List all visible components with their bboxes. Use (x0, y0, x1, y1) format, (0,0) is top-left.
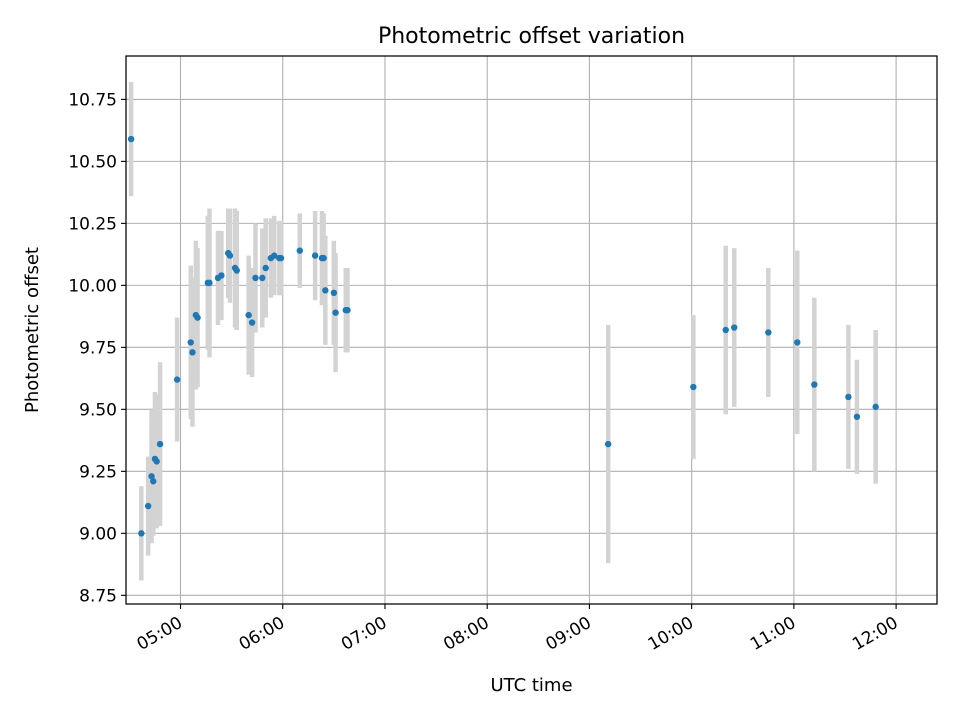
data-point (144, 502, 152, 510)
data-points (127, 135, 879, 537)
data-point (127, 135, 135, 143)
data-point (765, 329, 772, 336)
data-point (194, 314, 201, 321)
y-tick-label: 9.25 (79, 462, 117, 482)
data-point (332, 309, 339, 316)
x-axis-label: UTC time (490, 675, 572, 696)
y-tick-label: 10.25 (68, 214, 117, 234)
data-point (271, 252, 278, 259)
data-point (252, 274, 259, 282)
data-point (330, 289, 338, 297)
data-point (148, 473, 155, 480)
grid-lines (126, 56, 937, 604)
plot-frame (125, 55, 938, 605)
data-point (138, 530, 145, 537)
data-point (259, 274, 266, 282)
data-point (311, 252, 319, 259)
data-point (248, 319, 256, 326)
data-point (206, 279, 213, 287)
y-tick-label: 9.50 (79, 400, 117, 420)
data-point (189, 349, 196, 356)
data-point (153, 458, 160, 465)
data-point (296, 247, 303, 254)
chart-title: Photometric offset variation (378, 24, 685, 49)
data-point (226, 252, 234, 259)
data-point (811, 381, 818, 388)
data-point (245, 311, 252, 319)
data-point (150, 478, 157, 485)
y-axis-ticks: 8.75 9.00 9.25 9.50 9.75 10.00 10.25 10.50 10.75 (68, 90, 126, 606)
y-axis-label: Photometric offset (22, 247, 43, 413)
data-point (277, 254, 285, 262)
y-tick-label: 8.75 (79, 586, 117, 606)
data-point (604, 440, 612, 448)
data-point (794, 339, 801, 346)
y-tick-label: 10.00 (68, 276, 117, 296)
data-point (731, 324, 738, 331)
data-point (320, 254, 327, 262)
data-point (322, 287, 329, 294)
data-point (233, 267, 240, 274)
data-point (173, 376, 181, 383)
data-point (853, 413, 861, 420)
data-point (156, 440, 164, 448)
y-tick-label: 9.75 (79, 338, 117, 358)
data-point (218, 272, 225, 279)
data-point (690, 383, 697, 391)
data-point (187, 339, 194, 346)
y-tick-label: 10.75 (68, 90, 117, 110)
y-tick-label: 10.50 (68, 152, 117, 172)
y-tick-label: 9.00 (79, 524, 117, 544)
data-point (845, 393, 852, 401)
data-point (872, 403, 879, 411)
data-point (262, 264, 269, 272)
data-point (344, 306, 351, 314)
data-point (722, 326, 729, 334)
